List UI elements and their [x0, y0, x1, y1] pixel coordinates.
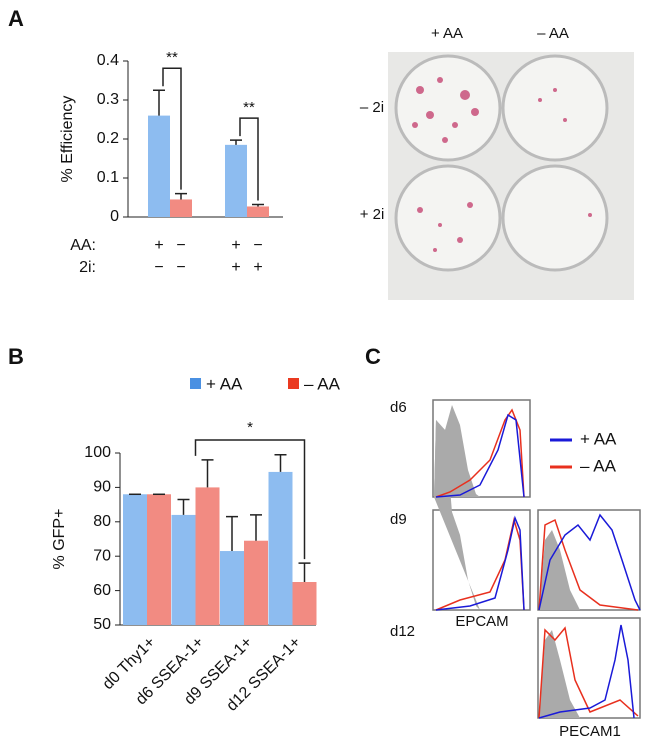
bar	[244, 540, 268, 625]
bar	[195, 487, 220, 625]
y-tick-label: 80	[93, 513, 111, 530]
legend-swatch	[288, 378, 299, 389]
bar	[268, 471, 293, 625]
panel-label: A	[8, 6, 24, 31]
bar	[148, 115, 170, 217]
marker-label: EPCAM	[455, 613, 508, 630]
significance-label: **	[166, 49, 178, 66]
significance-label: **	[243, 99, 255, 116]
condition-label: 2i:	[79, 259, 96, 276]
error-bar	[230, 139, 242, 145]
error-bar	[175, 192, 187, 200]
legend-label: – AA	[304, 374, 341, 393]
significance-bracket	[162, 67, 182, 190]
bar	[170, 199, 192, 217]
legend-swatch	[190, 378, 201, 389]
bar	[123, 494, 147, 625]
flow-histograms	[432, 399, 641, 719]
condition-mark: −	[176, 259, 185, 276]
y-tick-label: 0.3	[97, 91, 119, 108]
bar	[225, 144, 247, 217]
condition-mark: +	[253, 259, 262, 276]
y-tick-label: 70	[93, 547, 111, 564]
y-tick-label: 90	[93, 479, 111, 496]
bar	[220, 551, 244, 625]
y-tick-label: 100	[84, 444, 111, 461]
y-tick-label: 0	[110, 208, 119, 225]
column-label: – AA	[537, 25, 569, 42]
panel-label: B	[8, 344, 24, 369]
y-axis-label: % Efficiency	[59, 96, 76, 183]
error-bar	[226, 515, 238, 552]
condition-mark: −	[154, 259, 163, 276]
condition-mark: −	[176, 237, 185, 254]
y-tick-label: 60	[93, 582, 111, 599]
bar	[247, 206, 269, 217]
timepoint-label: d6	[390, 399, 407, 416]
legend-label: – AA	[580, 456, 617, 475]
significance-bracket	[239, 117, 259, 201]
bar	[292, 582, 317, 625]
condition-label: AA:	[70, 237, 96, 254]
y-tick-label: 0.4	[97, 52, 119, 69]
error-bar	[274, 453, 287, 472]
significance-bracket	[194, 439, 306, 560]
y-tick-label: 50	[93, 616, 111, 633]
error-bar	[177, 498, 190, 515]
condition-mark: +	[231, 237, 240, 254]
error-bar	[298, 562, 311, 582]
panel-label: C	[365, 344, 381, 369]
marker-label: PECAM1	[559, 723, 621, 740]
y-tick-label: 0.1	[97, 169, 119, 186]
y-axis-label: % GFP+	[51, 509, 68, 570]
row-label: + 2i	[360, 206, 385, 223]
condition-mark: +	[231, 259, 240, 276]
column-label: + AA	[431, 25, 463, 42]
timepoint-label: d9	[390, 511, 407, 528]
legend-label: + AA	[580, 429, 617, 448]
error-bar	[153, 89, 165, 116]
timepoint-label: d12	[390, 623, 415, 640]
legend-label: + AA	[206, 374, 243, 393]
y-tick-label: 0.2	[97, 130, 119, 147]
error-bar	[252, 203, 264, 207]
bar	[147, 494, 171, 625]
plate-photo	[388, 52, 634, 300]
condition-mark: −	[253, 237, 262, 254]
error-bar	[250, 514, 262, 541]
condition-mark: +	[154, 237, 163, 254]
significance-label: *	[247, 419, 253, 436]
bar	[171, 514, 196, 625]
error-bar	[201, 459, 214, 488]
row-label: – 2i	[360, 99, 384, 116]
